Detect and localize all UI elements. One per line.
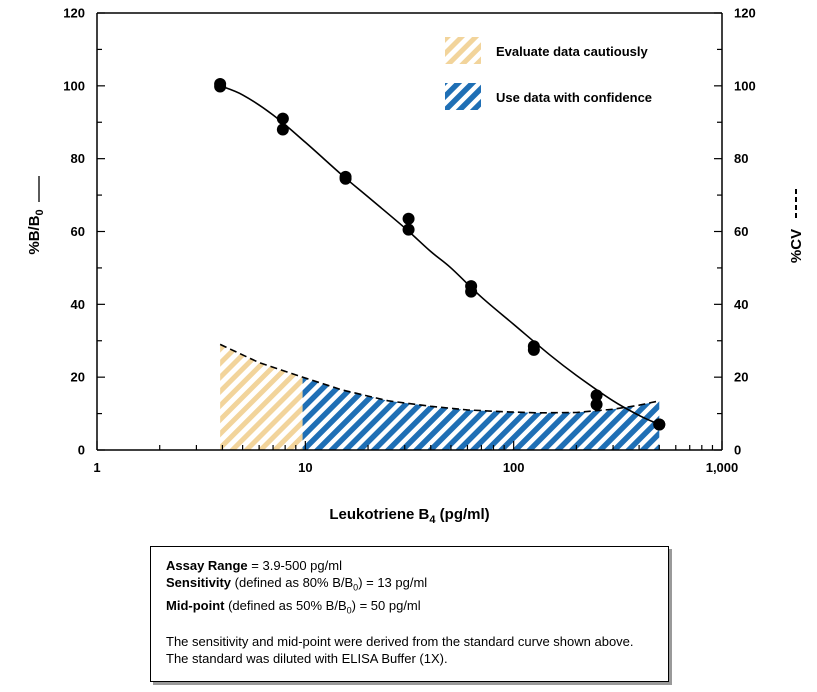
sensitivity-line: Sensitivity (defined as 80% B/B0) = 13 p… xyxy=(166,574,653,597)
x-tick-label: 1,000 xyxy=(706,460,739,475)
y-tick-label-right: 100 xyxy=(734,78,756,93)
data-point xyxy=(276,112,289,125)
sensitivity-label: Sensitivity xyxy=(166,575,232,590)
data-point xyxy=(214,80,227,93)
data-point xyxy=(527,343,540,356)
axis-labels-layer: Leukotriene B4 (pg/ml) %B/B0 %CV xyxy=(26,176,805,526)
y-axis-title-left: %B/B0 xyxy=(26,176,46,255)
y-tick-label-left: 60 xyxy=(71,224,85,239)
x-tick-label: 1 xyxy=(93,460,100,475)
data-point xyxy=(465,285,478,298)
data-point xyxy=(276,123,289,136)
derivation-note: The sensitivity and mid-point were deriv… xyxy=(166,634,634,667)
legend: Evaluate data cautiously Use data with co… xyxy=(445,37,652,110)
y-tick-label-right: 60 xyxy=(734,224,748,239)
assay-info-box: Assay Range = 3.9-500 pg/ml Sensitivity … xyxy=(150,546,669,682)
sensitivity-subscript: 0 xyxy=(353,582,359,593)
x-tick-label: 100 xyxy=(503,460,525,475)
cv-curve-dashed xyxy=(219,343,660,414)
x-axis-title: Leukotriene B4 (pg/ml) xyxy=(329,506,489,526)
data-point xyxy=(402,212,415,225)
x-tick-label: 10 xyxy=(298,460,312,475)
y-axis-title-right: %CV xyxy=(788,188,805,263)
legend-label-caution: Evaluate data cautiously xyxy=(496,44,648,59)
caution-area xyxy=(220,344,303,450)
data-point xyxy=(402,223,415,236)
data-point xyxy=(590,389,603,402)
legend-swatch xyxy=(445,37,481,64)
y-tick-label-left: 120 xyxy=(63,6,85,21)
points-layer xyxy=(214,78,666,431)
legend-swatch xyxy=(445,83,481,110)
legend-label-confidence: Use data with confidence xyxy=(496,90,652,105)
midpoint-definition: (defined as 50% B/B xyxy=(224,597,347,613)
midpoint-value: ) = 50 pg/ml xyxy=(351,597,421,613)
assay-range-value: = 3.9-500 pg/ml xyxy=(247,558,342,573)
assay-range-label: Assay Range xyxy=(166,558,248,573)
y-tick-label-left: 20 xyxy=(71,370,85,385)
y-tick-label-right: 0 xyxy=(734,443,741,458)
y-tick-label-right: 40 xyxy=(734,297,748,312)
y-tick-label-right: 120 xyxy=(734,6,756,21)
sensitivity-definition: (defined as 80% B/B xyxy=(231,575,354,590)
y-tick-label-left: 40 xyxy=(71,297,85,312)
y-tick-label-left: 100 xyxy=(63,78,85,93)
midpoint-line: Mid-point (defined as 50% B/B0) = 50 pg/… xyxy=(166,597,653,620)
sensitivity-value: ) = 13 pg/ml xyxy=(358,575,428,590)
data-point xyxy=(653,418,666,431)
y-tick-label-right: 80 xyxy=(734,151,748,166)
y-tick-label-left: 0 xyxy=(78,443,85,458)
data-point xyxy=(590,398,603,411)
y-tick-label-left: 80 xyxy=(71,151,85,166)
confidence-area xyxy=(302,377,660,450)
y2-axis-title-text: %CV xyxy=(788,229,805,263)
midpoint-label: Mid-point xyxy=(166,597,225,613)
midpoint-subscript: 0 xyxy=(346,605,352,616)
curve-layer xyxy=(219,85,660,426)
y-axis-title-text: %B/B0 xyxy=(26,209,46,254)
standard-curve-line xyxy=(219,85,660,426)
assay-range-line: Assay Range = 3.9-500 pg/ml xyxy=(166,557,653,574)
data-point xyxy=(339,172,352,185)
y-tick-label-right: 20 xyxy=(734,370,748,385)
